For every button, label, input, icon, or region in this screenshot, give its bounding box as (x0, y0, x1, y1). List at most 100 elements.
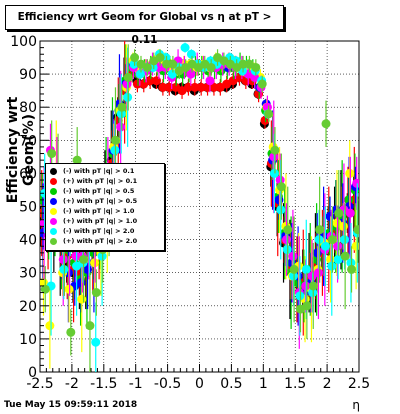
y-tick-label: 60 (19, 166, 37, 182)
x-tick-label: -1.5 (90, 376, 117, 392)
data-point (72, 155, 82, 165)
data-point (135, 69, 145, 79)
data-point (196, 82, 206, 92)
data-point (158, 82, 168, 92)
data-point (180, 43, 190, 53)
legend-label: (-) with pT |q| > 0.1 (63, 167, 135, 175)
data-point (345, 208, 355, 218)
legend-entry: (+) with pT |q| > 2.0 (50, 236, 137, 246)
x-tick-label: -1 (129, 376, 143, 392)
data-point (333, 254, 343, 264)
data-point (117, 102, 127, 112)
data-point (186, 49, 196, 59)
data-point (251, 62, 261, 72)
data-point (168, 59, 178, 69)
legend-label: (+) with pT |q| > 0.5 (63, 197, 138, 205)
y-tick-label: 100 (10, 34, 37, 50)
x-tick-label: -0.5 (154, 376, 181, 392)
data-point (91, 288, 101, 298)
data-point (145, 76, 155, 86)
legend-swatch (50, 207, 57, 215)
x-tick-label: -2.5 (26, 376, 53, 392)
legend-entry: (-) with pT |q| > 0.1 (50, 166, 134, 176)
x-tick-label: 2 (323, 376, 332, 392)
data-point (347, 264, 357, 274)
legend-swatch (50, 227, 57, 235)
data-point (190, 82, 200, 92)
x-tick-label: 2.5 (348, 376, 370, 392)
y-tick-label: 30 (19, 266, 37, 282)
axes: -2.5 -2 -1.5 -1 -0.5 0 0.5 1 1.5 2 2.5 0 10 20 30 40 50 6… (10, 34, 370, 392)
data-point (40, 284, 50, 294)
legend-entry: (+) with pT |q| > 0.5 (50, 196, 137, 206)
y-tick-label: 70 (19, 133, 37, 149)
chart-title: Efficiency wrt Geom for Global vs η at p… (5, 5, 284, 46)
data-point (283, 225, 293, 235)
legend-entry: (-) with pT |q| > 0.5 (50, 186, 134, 196)
data-point (186, 69, 196, 79)
data-point (205, 76, 215, 86)
data-point (152, 76, 162, 86)
data-point (167, 69, 177, 79)
data-point (209, 82, 219, 92)
data-point (302, 301, 312, 311)
data-point (340, 251, 350, 261)
x-tick-label: 1 (259, 376, 268, 392)
data-point (130, 53, 140, 63)
data-point (315, 225, 325, 235)
legend-entry: (+) with pT |q| > 1.0 (50, 216, 137, 226)
data-point (206, 62, 216, 72)
data-point (321, 119, 331, 129)
y-tick-label: 50 (19, 200, 37, 216)
y-axis-label: Efficiency wrt Geom(%) (5, 96, 37, 204)
y-tick-label: 0 (28, 365, 37, 381)
data-point (66, 327, 76, 337)
data-point (238, 59, 248, 69)
legend-swatch (50, 217, 57, 225)
x-axis-label: η (352, 398, 360, 412)
x-tick-label: 0.5 (220, 376, 242, 392)
legend-swatch (50, 237, 57, 245)
data-point (123, 72, 133, 82)
legend-swatch (50, 187, 57, 195)
legend-entry: (-) with pT |q| > 1.0 (50, 206, 134, 216)
legend-swatch (50, 167, 57, 175)
data-point (353, 225, 359, 235)
data-point (334, 208, 344, 218)
data-point (257, 79, 267, 89)
legend-entry: (-) with pT |q| > 2.0 (50, 226, 134, 236)
x-tick-label: 1.5 (284, 376, 306, 392)
data-point (79, 254, 89, 264)
data-point (58, 254, 68, 264)
legend-label: (+) with pT |q| > 1.0 (63, 217, 138, 225)
x-tick-label: 0 (195, 376, 204, 392)
data-point (47, 149, 57, 159)
data-point (142, 62, 152, 72)
data-point (289, 264, 299, 274)
data-point (250, 72, 260, 82)
y-tick-label: 90 (19, 67, 37, 83)
legend-swatch (50, 177, 57, 185)
timestamp: Tue May 15 09:59:11 2018 (4, 400, 138, 410)
legend-label: (+) with pT |q| > 2.0 (63, 237, 138, 245)
x-tick-label: -2 (65, 376, 79, 392)
data-point (45, 321, 55, 331)
data-point (308, 281, 318, 291)
legend-label: (-) with pT |q| > 2.0 (63, 227, 135, 235)
data-point (301, 264, 311, 274)
data-point (327, 235, 337, 245)
data-point (276, 182, 286, 192)
data-point (320, 241, 330, 251)
data-point (270, 145, 280, 155)
legend-label: (-) with pT |q| > 0.5 (63, 187, 135, 195)
data-point (77, 294, 87, 304)
legend: (-) with pT |q| > 0.1 (+) with pT |q| > … (45, 163, 165, 251)
data-point (155, 53, 165, 63)
data-point (313, 268, 323, 278)
data-point (91, 337, 101, 347)
legend-label: (+) with pT |q| > 0.1 (63, 177, 138, 185)
data-point (264, 109, 274, 119)
legend-swatch (50, 197, 57, 205)
data-point (110, 135, 120, 145)
data-point (85, 321, 95, 331)
